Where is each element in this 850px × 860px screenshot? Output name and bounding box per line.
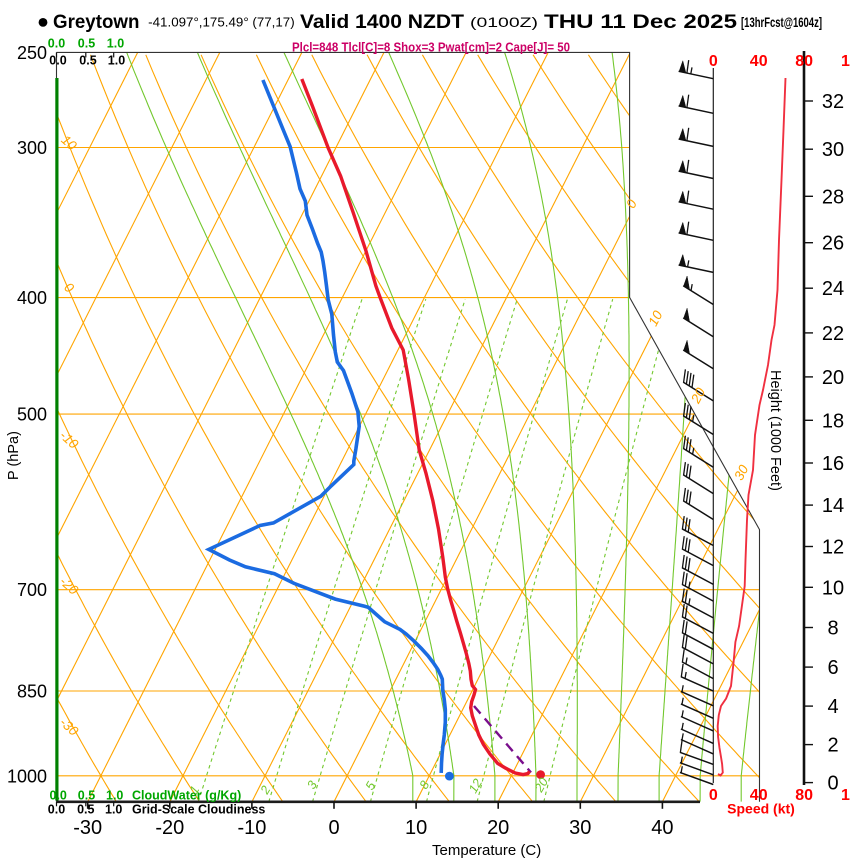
svg-text:CloudWater (g/Kg): CloudWater (g/Kg) <box>132 789 241 803</box>
svg-text:8: 8 <box>827 618 838 640</box>
svg-text:32: 32 <box>822 91 844 113</box>
svg-text:40: 40 <box>750 53 768 70</box>
svg-text:20: 20 <box>822 367 844 389</box>
svg-text:Height (1000 Feet): Height (1000 Feet) <box>767 370 783 491</box>
svg-text:850: 850 <box>17 682 47 702</box>
svg-text:10: 10 <box>822 577 844 599</box>
svg-text:-30: -30 <box>73 817 102 839</box>
svg-text:400: 400 <box>17 288 47 308</box>
svg-text:26: 26 <box>822 233 844 255</box>
svg-text:2: 2 <box>827 735 838 757</box>
svg-text:0.0: 0.0 <box>48 37 65 51</box>
svg-text:300: 300 <box>17 138 47 158</box>
svg-text:12: 12 <box>841 787 850 804</box>
svg-text:1.0: 1.0 <box>108 54 125 68</box>
svg-text:-20: -20 <box>155 817 184 839</box>
svg-text:-41.097°,175.49° (77,17): -41.097°,175.49° (77,17) <box>148 15 295 30</box>
svg-text:28: 28 <box>822 186 844 208</box>
svg-text:10: 10 <box>405 817 427 839</box>
svg-text:1.0: 1.0 <box>107 37 124 51</box>
svg-text:(0100Z): (0100Z) <box>470 15 538 30</box>
svg-text:80: 80 <box>795 53 813 70</box>
svg-text:0.0: 0.0 <box>48 803 65 817</box>
svg-text:0: 0 <box>827 773 838 795</box>
svg-text:14: 14 <box>822 495 844 517</box>
svg-text:30: 30 <box>822 139 844 161</box>
svg-text:30: 30 <box>569 817 591 839</box>
svg-text:18: 18 <box>822 410 844 432</box>
svg-text:250: 250 <box>17 43 47 63</box>
svg-text:Temperature (C): Temperature (C) <box>432 842 541 859</box>
svg-text:1.0: 1.0 <box>105 803 122 817</box>
svg-text:20: 20 <box>487 817 509 839</box>
svg-text:Valid 1400 NZDT: Valid 1400 NZDT <box>300 12 464 33</box>
svg-text:22: 22 <box>822 323 844 345</box>
svg-text:0.5: 0.5 <box>78 37 95 51</box>
svg-text:P (hPa): P (hPa) <box>6 431 22 480</box>
svg-text:1000: 1000 <box>7 766 47 786</box>
svg-text:0: 0 <box>328 817 339 839</box>
svg-text:[13hrFcst@1604z]: [13hrFcst@1604z] <box>741 15 822 30</box>
svg-text:700: 700 <box>17 580 47 600</box>
svg-text:0: 0 <box>709 787 718 804</box>
svg-text:40: 40 <box>750 787 768 804</box>
svg-text:THU 11 Dec 2025: THU 11 Dec 2025 <box>544 12 738 33</box>
svg-text:12: 12 <box>466 776 485 795</box>
svg-text:-10: -10 <box>237 817 266 839</box>
svg-text:0.5: 0.5 <box>79 54 96 68</box>
svg-text:30: 30 <box>731 462 752 483</box>
svg-text:500: 500 <box>17 405 47 425</box>
svg-text:0.5: 0.5 <box>77 803 94 817</box>
svg-text:20: 20 <box>688 385 709 407</box>
svg-text:12: 12 <box>822 537 844 559</box>
svg-text:0.5: 0.5 <box>78 789 95 803</box>
svg-text:Speed (kt): Speed (kt) <box>727 801 795 817</box>
svg-text:80: 80 <box>795 787 813 804</box>
svg-text:0.0: 0.0 <box>50 789 67 803</box>
svg-text:12: 12 <box>841 53 850 70</box>
svg-text:Greytown: Greytown <box>53 12 139 33</box>
svg-text:40: 40 <box>651 817 673 839</box>
svg-text:0.0: 0.0 <box>49 54 66 68</box>
svg-text:24: 24 <box>822 278 844 300</box>
svg-text:Plcl=848 Tlcl[C]=8 Shox=3 Pwat: Plcl=848 Tlcl[C]=8 Shox=3 Pwat[cm]=2 Cap… <box>292 41 570 55</box>
svg-text:6: 6 <box>827 657 838 679</box>
svg-text:Grid-Scale Cloudiness: Grid-Scale Cloudiness <box>132 803 265 817</box>
svg-text:1.0: 1.0 <box>106 789 123 803</box>
svg-text:10: 10 <box>645 308 666 329</box>
svg-text:4: 4 <box>827 696 838 718</box>
svg-text:20: 20 <box>531 775 551 795</box>
svg-text:16: 16 <box>822 453 844 475</box>
svg-text:0: 0 <box>709 53 718 70</box>
